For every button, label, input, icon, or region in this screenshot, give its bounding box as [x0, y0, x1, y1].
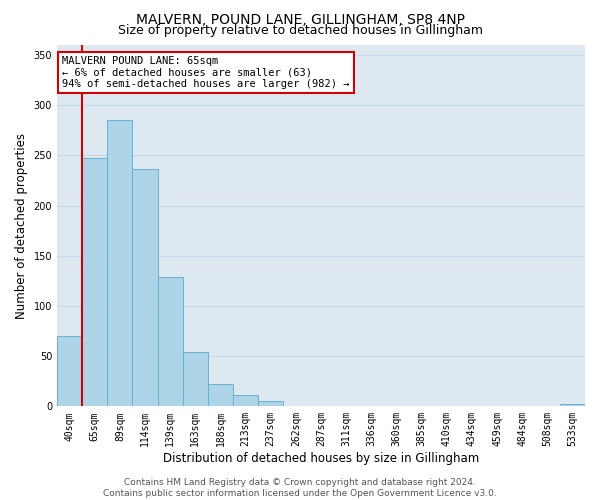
Bar — [560, 404, 585, 406]
Y-axis label: Number of detached properties: Number of detached properties — [15, 132, 28, 318]
Bar — [208, 384, 233, 406]
Text: Size of property relative to detached houses in Gillingham: Size of property relative to detached ho… — [118, 24, 482, 37]
Bar — [158, 277, 183, 406]
Text: MALVERN, POUND LANE, GILLINGHAM, SP8 4NP: MALVERN, POUND LANE, GILLINGHAM, SP8 4NP — [136, 12, 464, 26]
Text: Contains HM Land Registry data © Crown copyright and database right 2024.
Contai: Contains HM Land Registry data © Crown c… — [103, 478, 497, 498]
Bar — [57, 336, 82, 406]
Text: MALVERN POUND LANE: 65sqm
← 6% of detached houses are smaller (63)
94% of semi-d: MALVERN POUND LANE: 65sqm ← 6% of detach… — [62, 56, 350, 89]
Bar — [258, 402, 283, 406]
X-axis label: Distribution of detached houses by size in Gillingham: Distribution of detached houses by size … — [163, 452, 479, 465]
Bar — [107, 120, 133, 406]
Bar — [133, 170, 158, 406]
Bar — [183, 352, 208, 406]
Bar — [82, 158, 107, 406]
Bar — [233, 396, 258, 406]
